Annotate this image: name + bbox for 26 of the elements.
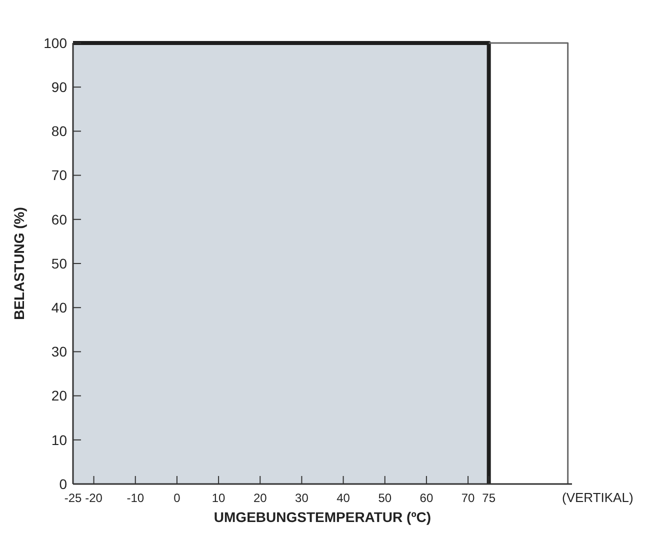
y-tick-label: 40 — [51, 300, 68, 316]
y-tick-label: 60 — [51, 211, 68, 228]
y-tick-label: 30 — [51, 344, 68, 360]
y-tick-label: 50 — [51, 255, 68, 272]
x-tick-label: 40 — [336, 491, 350, 505]
annotation: (VERTIKAL) — [562, 490, 634, 505]
x-tick-label: -10 — [126, 491, 144, 505]
x-tick-label: 20 — [253, 491, 268, 505]
x-tick-label: 30 — [295, 491, 309, 505]
y-tick-label: 0 — [59, 476, 68, 492]
x-tick-label: -25 — [64, 491, 82, 505]
x-tick-label: 0 — [174, 491, 181, 505]
x-axis-title: UMGEBUNGSTEMPERATUR (ºC) — [214, 509, 432, 525]
y-tick-label: 90 — [51, 79, 68, 95]
y-tick-label: 10 — [51, 432, 68, 448]
y-tick-label: 80 — [51, 123, 68, 140]
y-tick-label: 100 — [44, 34, 68, 51]
y-tick-label: 20 — [51, 388, 68, 404]
y-axis-title: BELASTUNG (%) — [11, 207, 27, 320]
x-tick-label: 60 — [420, 491, 434, 505]
y-tick-label: 70 — [51, 167, 68, 184]
x-tick-label: 75 — [482, 491, 496, 505]
x-tick-label: -20 — [85, 491, 103, 505]
x-tick-label: 10 — [212, 491, 226, 505]
x-tick-label: 50 — [378, 491, 392, 505]
x-tick-label: 70 — [461, 491, 476, 505]
